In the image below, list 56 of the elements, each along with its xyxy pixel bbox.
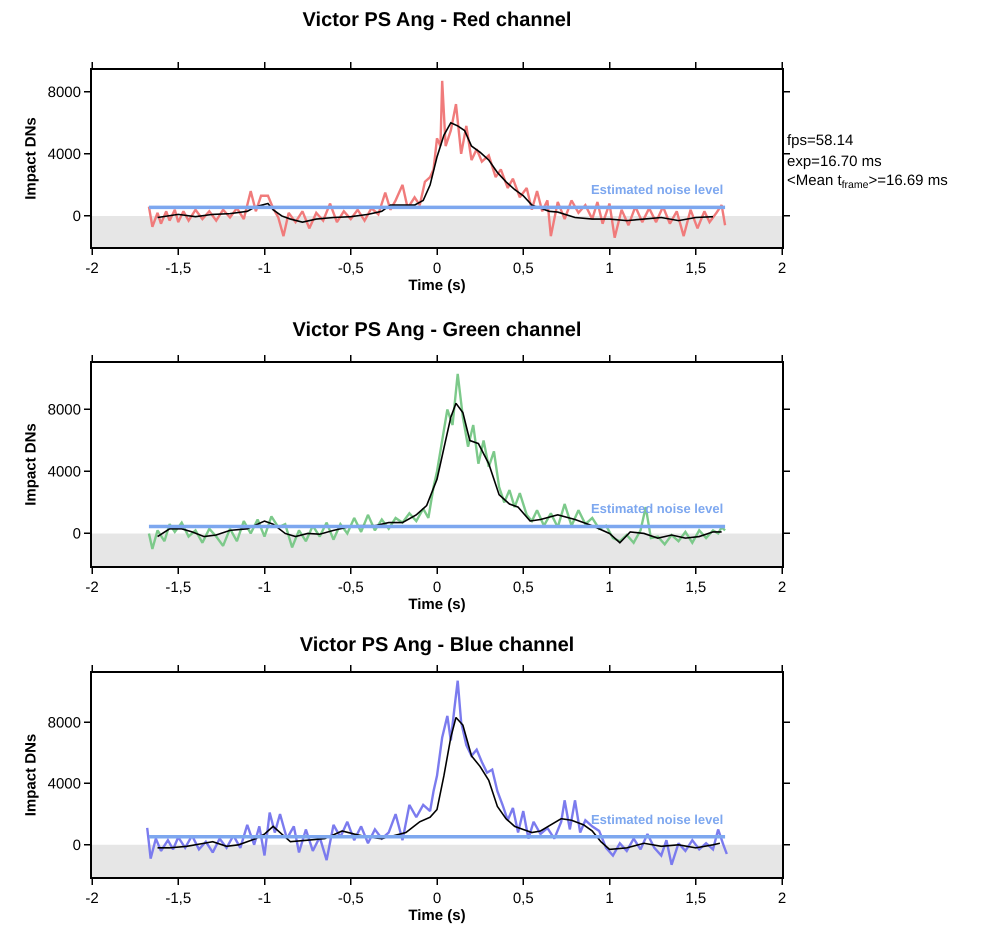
chart-title: Victor PS Ang - Red channel <box>302 9 572 31</box>
y-tick-label: 0 <box>72 526 81 543</box>
x-tick-label: -1 <box>258 890 272 907</box>
x-tick-label: 1,5 <box>685 579 706 596</box>
x-axis-title: Time (s) <box>408 907 466 924</box>
x-tick-label: -1 <box>258 260 272 277</box>
y-axis-title: Impact DNs <box>22 734 40 816</box>
text: <Mean t$_{frame}$>=16.69 ms <box>787 172 948 192</box>
line-series <box>156 402 722 544</box>
y-tick-label: 8000 <box>48 84 81 101</box>
x-tick-label: -1 <box>258 579 272 596</box>
x-tick-label: -0,5 <box>338 260 364 277</box>
y-tick-label: 4000 <box>48 464 81 481</box>
x-tick-label: 0,5 <box>512 260 534 277</box>
x-tick-label: 0,5 <box>512 579 534 596</box>
x-tick-label: -1,5 <box>165 260 192 277</box>
x-tick-label: 1,5 <box>685 890 706 907</box>
x-tick-label: -0,5 <box>338 890 364 907</box>
x-tick-label: 1 <box>605 890 614 907</box>
y-tick-label: 0 <box>72 837 81 854</box>
x-tick-label: 2 <box>778 890 786 907</box>
x-tick-label: 1 <box>605 579 614 596</box>
series-label: Estimated noise level <box>591 501 724 516</box>
line-series <box>148 80 726 239</box>
line-series <box>156 716 721 850</box>
x-tick-label: 1 <box>605 260 614 277</box>
text: exp=16.70 ms <box>787 153 882 170</box>
x-tick-label: -2 <box>85 890 99 907</box>
y-axis-title: Impact DNs <box>22 423 40 506</box>
x-tick-label: 2 <box>778 260 786 277</box>
x-tick-label: 2 <box>778 579 786 596</box>
x-tick-label: 1,5 <box>685 260 706 277</box>
series-label: Estimated noise level <box>591 182 724 197</box>
y-tick-label: 8000 <box>48 714 81 732</box>
y-tick-label: 8000 <box>48 402 81 419</box>
x-tick-label: -1,5 <box>165 579 192 596</box>
x-tick-label: -1,5 <box>165 890 192 907</box>
x-axis-title: Time (s) <box>408 277 466 294</box>
line-series <box>148 372 726 550</box>
y-axis-title: Impact DNs <box>22 117 40 200</box>
y-tick-label: 0 <box>72 208 81 226</box>
x-tick-label: 0 <box>432 260 442 277</box>
y-tick-label: 4000 <box>48 776 81 793</box>
chart-title: Victor PS Ang - Blue channel <box>300 634 574 656</box>
y-tick-label: 4000 <box>48 146 81 164</box>
x-tick-label: -0,5 <box>338 579 364 596</box>
x-tick-label: -2 <box>85 579 99 596</box>
line-series <box>146 679 728 866</box>
x-tick-label: 0 <box>432 579 442 596</box>
x-tick-label: -2 <box>85 260 99 277</box>
text: fps=58.14 <box>787 132 854 149</box>
chart-title: Victor PS Ang - Green channel <box>292 319 582 341</box>
x-axis-title: Time (s) <box>408 596 466 613</box>
x-tick-label: 0 <box>432 890 442 907</box>
x-tick-label: 0,5 <box>512 890 534 907</box>
series-label: Estimated noise level <box>591 812 724 827</box>
